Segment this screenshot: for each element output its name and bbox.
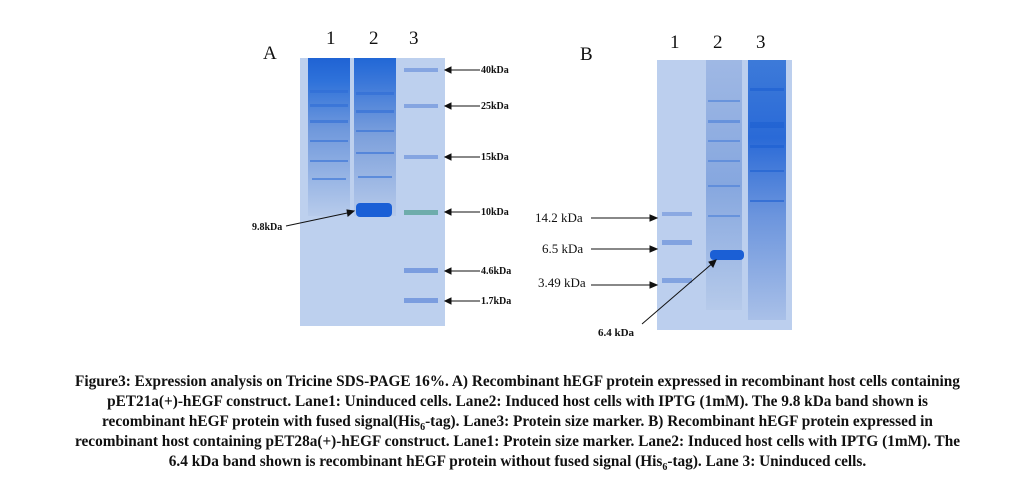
panel-b-lane-3-bands (750, 88, 784, 202)
panel-b-marker-14-2kda: 14.2 kDa (535, 210, 583, 225)
panel-a-lane-2 (354, 58, 396, 216)
panel-a-induced-band (356, 203, 392, 217)
caption-line-5-subscript: 6 (662, 462, 668, 474)
panel-a-band-arrow (285, 209, 356, 227)
panel-b-marker-lane (662, 212, 692, 283)
panel-b-lane-2-label: 2 (713, 32, 723, 53)
caption-line-5: 6.4 kDa band shown is recombinant hEGF p… (10, 452, 1025, 474)
panel-b-lane-3 (748, 60, 786, 320)
caption-line-3: recombinant hEGF protein with fused sign… (10, 412, 1025, 434)
panel-a-marker-25kda: 25kDa (481, 101, 509, 112)
panel-a-marker-15kda: 15kDa (481, 152, 509, 163)
panel-a-band-label: 9.8kDa (252, 222, 282, 233)
panel-a-lane-1 (308, 58, 350, 216)
panel-b-band-arrow (641, 259, 717, 325)
caption-line-2: pET21a(+)-hEGF construct. Lane1: Uninduc… (107, 393, 928, 410)
caption-line-3-part-a: recombinant hEGF protein with fused sign… (102, 413, 421, 430)
panel-a-lane-1-bands (310, 90, 348, 180)
panel-a-marker-10kda: 10kDa (481, 207, 509, 218)
panel-a-lane-2-bands (356, 92, 394, 178)
panel-a-lane-2-label: 2 (369, 28, 379, 49)
panel-a-lane-3-label: 3 (409, 28, 419, 49)
caption-line-4: recombinant host containing pET28a(+)-hE… (74, 433, 961, 450)
figure-caption: Figure3: Expression analysis on Tricine … (10, 372, 1025, 474)
panel-a-marker-40kda: 40kDa (481, 65, 509, 76)
panel-b-marker-6-5kda: 6.5 kDa (542, 241, 583, 256)
caption-line-1: Figure3: Expression analysis on Tricine … (75, 373, 960, 390)
caption-line-5-part-b: -tag). Lane 3: Uninduced cells. (667, 453, 867, 470)
panel-b-band-label: 6.4 kDa (598, 327, 635, 339)
panel-b-lane-3-label: 3 (756, 32, 766, 53)
panel-b-letter: B (580, 44, 593, 65)
panel-a-marker-4-6kda: 4.6kDa (481, 266, 511, 277)
panel-b-lane-2-bands (708, 100, 740, 217)
caption-line-5-part-a: 6.4 kDa band shown is recombinant hEGF p… (168, 453, 663, 470)
panel-a-letter: A (263, 43, 277, 64)
panel-a-lane-1-label: 1 (326, 28, 336, 49)
panel-a-marker-1-7kda: 1.7kDa (481, 296, 511, 307)
panel-b-induced-band (710, 250, 744, 260)
caption-line-3-part-b: -tag). Lane3: Protein size marker. B) Re… (425, 413, 933, 430)
caption-line-3-subscript: 6 (420, 422, 426, 434)
panel-a-marker-lane (404, 68, 438, 303)
panel-b-lane-1-label: 1 (670, 32, 680, 53)
panel-b-marker-arrows (591, 214, 659, 289)
panel-a-marker-arrows (443, 66, 480, 305)
panel-b-marker-3-49kda: 3.49 kDa (538, 275, 586, 290)
